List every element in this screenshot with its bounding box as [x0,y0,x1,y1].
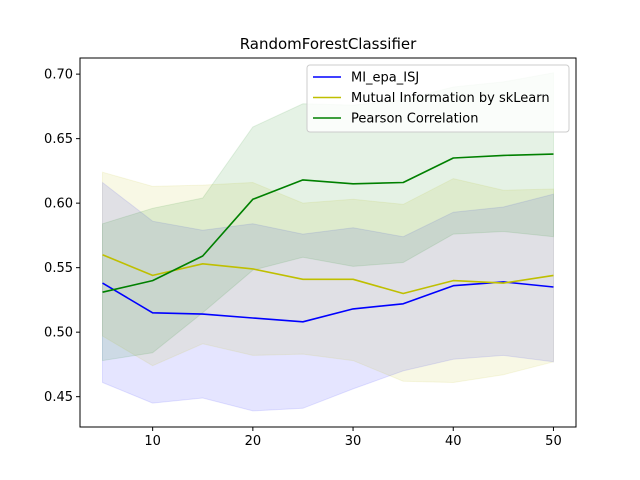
y-tick-label: 0.65 [44,132,73,147]
legend-label: MI_epa_ISJ [351,71,419,86]
line-series-1 [102,254,554,295]
x-tick-label: 20 [245,434,262,449]
x-tick-label: 10 [144,434,161,449]
y-tick-label: 0.60 [44,197,73,212]
band-series-1 [102,171,554,384]
x-tick-label: 50 [545,434,562,449]
y-tick-label: 0.55 [44,261,73,276]
confidence-bands [102,72,554,412]
x-axis: 10 20 30 40 50 [144,427,562,449]
legend: MI_epa_ISJ Mutual Information by skLearn P… [306,64,570,133]
y-tick-label: 0.50 [44,326,73,341]
band-series-2 [102,72,554,362]
plot-area-frame [79,57,577,428]
y-tick-label: 0.45 [44,390,73,405]
line-series-0 [102,281,554,323]
band-series-0 [102,181,554,412]
series-lines [102,153,554,323]
line-series-2 [102,153,554,293]
x-tick-label: 40 [445,434,462,449]
legend-box [306,64,570,133]
legend-label: Mutual Information by skLearn [351,91,550,106]
y-tick-label: 0.70 [44,68,73,83]
chart-title: RandomForestClassifier [240,35,417,53]
y-axis: 0.45 0.50 0.55 0.60 0.65 0.70 [44,68,80,405]
legend-label: Pearson Correlation [351,112,478,127]
x-tick-label: 30 [345,434,362,449]
